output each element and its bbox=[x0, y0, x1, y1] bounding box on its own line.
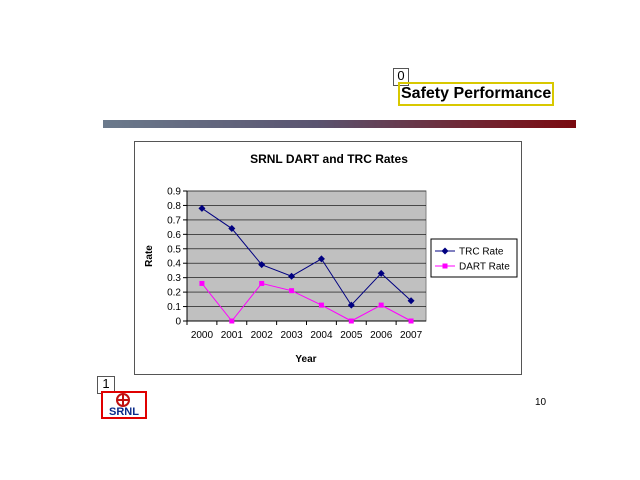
globe-icon bbox=[116, 393, 130, 407]
x-tick-label: 2000 bbox=[191, 330, 214, 341]
trc-point bbox=[198, 204, 206, 212]
y-tick-label: 0.7 bbox=[167, 215, 181, 226]
legend-marker-trc bbox=[441, 247, 449, 255]
trc-point bbox=[377, 269, 385, 277]
y-tick-label: 0.4 bbox=[167, 259, 181, 270]
x-tick-label: 2003 bbox=[280, 330, 303, 341]
legend-marker-dart bbox=[442, 263, 448, 269]
legend-label: DART Rate bbox=[459, 262, 510, 273]
y-tick-label: 0.9 bbox=[167, 187, 181, 198]
y-tick-label: 0.1 bbox=[167, 302, 181, 313]
legend-box bbox=[430, 238, 518, 278]
trc-point bbox=[407, 297, 415, 305]
logo-wordmark: SRNL bbox=[109, 406, 139, 418]
y-axis-title: Rate bbox=[144, 245, 155, 267]
dart-point bbox=[199, 280, 205, 286]
page-number: 10 bbox=[535, 397, 547, 408]
dart-point bbox=[348, 318, 354, 324]
x-tick-label: 2005 bbox=[340, 330, 363, 341]
dart-point bbox=[229, 318, 235, 324]
y-tick-labels: 0 0.1 0.2 0.3 0.4 0.5 0.6 0.7 0.8 0.9 bbox=[167, 187, 187, 328]
x-tick-label: 2006 bbox=[370, 330, 393, 341]
y-tick-label: 0.8 bbox=[167, 201, 181, 212]
plot-area bbox=[186, 190, 427, 322]
title-divider-bar bbox=[103, 120, 576, 128]
slide-title: Safety Performance bbox=[398, 82, 555, 106]
y-tick-label: 0.3 bbox=[167, 273, 181, 284]
dart-point bbox=[318, 302, 324, 308]
series-line-dart bbox=[201, 282, 412, 322]
dart-point bbox=[408, 318, 414, 324]
series-lines bbox=[198, 204, 415, 324]
dart-point bbox=[378, 302, 384, 308]
x-tick-labels: 2000 2001 2002 2003 2004 2005 2006 2007 bbox=[186, 321, 423, 341]
trc-point bbox=[288, 272, 296, 280]
x-tick-label: 2007 bbox=[400, 330, 423, 341]
trc-point bbox=[347, 301, 355, 309]
x-tick-label: 2001 bbox=[221, 330, 244, 341]
y-tick-label: 0.6 bbox=[167, 230, 181, 241]
dart-point bbox=[289, 288, 295, 294]
y-tick-label: 0 bbox=[175, 317, 181, 328]
annotation-marker-0: 0 bbox=[393, 68, 409, 86]
legend: TRC Rate DART Rate bbox=[430, 238, 518, 278]
series-line-trc bbox=[201, 207, 412, 306]
dart-point bbox=[259, 280, 265, 286]
x-tick-label: 2002 bbox=[251, 330, 274, 341]
trc-point bbox=[228, 225, 236, 233]
x-tick-label: 2004 bbox=[310, 330, 333, 341]
y-tick-label: 0.5 bbox=[167, 244, 181, 255]
srnl-logo: SRNL bbox=[101, 391, 147, 419]
trc-point bbox=[317, 255, 325, 263]
x-axis-title: Year bbox=[295, 354, 316, 365]
legend-label: TRC Rate bbox=[459, 247, 504, 258]
trc-point bbox=[258, 261, 266, 269]
y-tick-label: 0.2 bbox=[167, 288, 181, 299]
chart-title: SRNL DART and TRC Rates bbox=[250, 152, 408, 166]
line-chart: SRNL DART and TRC Rates 0 0.1 0.2 0.3 0.4 0.5… bbox=[144, 152, 518, 365]
chart-frame: SRNL DART and TRC Rates 0 0.1 0.2 0.3 0.4 0.5… bbox=[134, 141, 522, 375]
